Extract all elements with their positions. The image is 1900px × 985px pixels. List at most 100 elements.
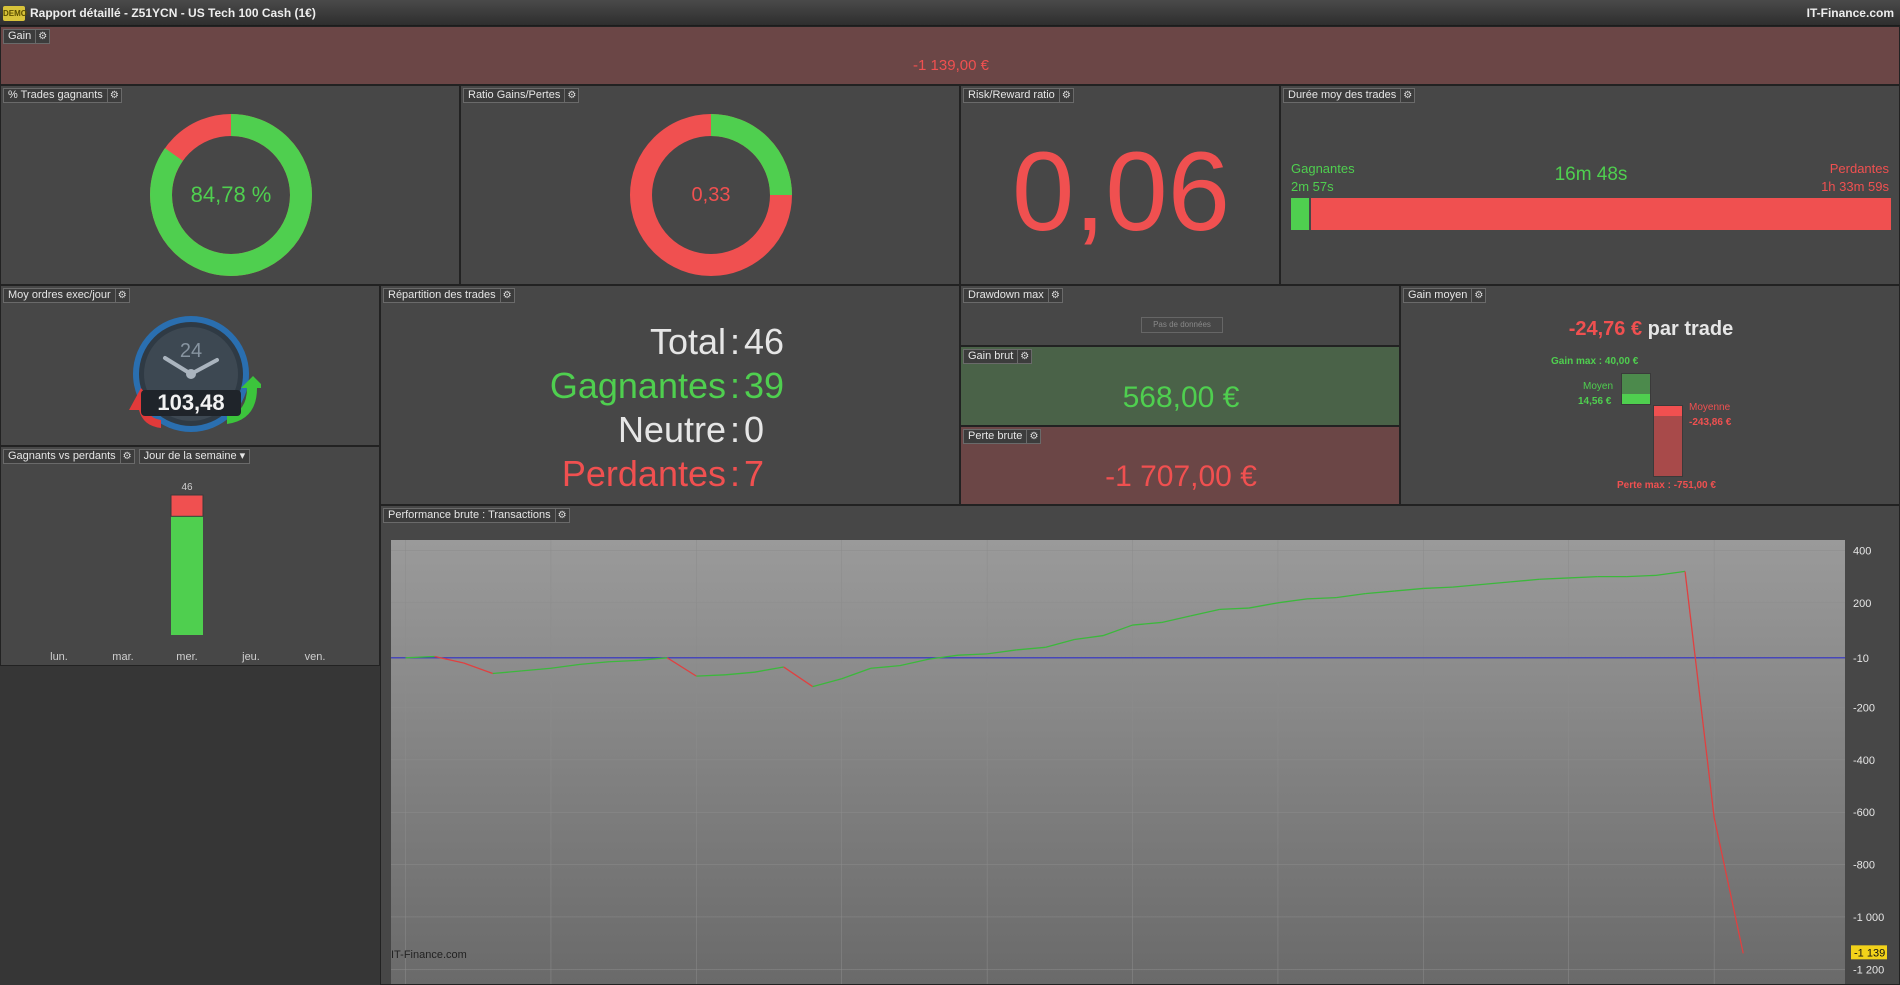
moyenne-label: Moyenne (1689, 402, 1731, 413)
pin-icon[interactable]: ⚙ (115, 288, 130, 303)
line-segment (1306, 596, 1337, 600)
gain-panel: Gain ⚙ -1 139,00 € (0, 26, 1900, 85)
perte-brute-header: Perte brute ⚙ (963, 429, 1042, 444)
risk-header: Risk/Reward ratio ⚙ (963, 88, 1074, 103)
duree-bar (1291, 198, 1891, 230)
pin-icon[interactable]: ⚙ (555, 508, 570, 523)
line-segment (812, 678, 842, 688)
sep: : (729, 321, 740, 362)
repartition-rows: Total : 46 Gagnantes : 39 Neutre : 0 Per… (381, 320, 959, 496)
last-value-label: -1 139 (1854, 947, 1885, 959)
pin-icon[interactable]: ⚙ (1018, 349, 1033, 364)
ratio-donut (630, 114, 792, 276)
duree-title: Durée moy des trades (1283, 88, 1402, 103)
pin-icon[interactable]: ⚙ (1059, 88, 1074, 103)
risk-panel: Risk/Reward ratio ⚙ 0,06 (960, 85, 1280, 285)
line-segment (1481, 581, 1511, 586)
line-segment (1510, 578, 1540, 583)
ratio-header: Ratio Gains/Pertes ⚙ (463, 88, 580, 103)
line-segment (1423, 586, 1453, 590)
clock-icon (129, 316, 261, 432)
line-segment (1190, 608, 1220, 617)
line-segment (405, 655, 435, 659)
pin-icon[interactable]: ⚙ (1472, 288, 1487, 303)
line-segment (1277, 598, 1308, 604)
gvp-header: Gagnants vs perdants ⚙ Jour de la semain… (3, 449, 251, 464)
y-tick-label: -200 (1853, 703, 1875, 715)
perte-brute-title: Perte brute (963, 429, 1028, 444)
neutral-label: Neutre (617, 409, 726, 450)
line-segment (1219, 607, 1249, 611)
line-segment (521, 667, 551, 672)
pct-trades-donut (150, 114, 312, 276)
pin-icon[interactable]: ⚙ (107, 88, 122, 103)
pin-icon[interactable]: ⚙ (120, 449, 135, 464)
line-segment (754, 666, 784, 673)
pin-icon[interactable]: ⚙ (1027, 429, 1042, 444)
repartition-header: Répartition des trades ⚙ (383, 288, 515, 303)
drawdown-no-data: Pas de données (1141, 317, 1223, 333)
line-segment (1248, 602, 1279, 609)
pct-trades-panel: % Trades gagnants ⚙ 84,78 % (0, 85, 460, 285)
repartition-row-win: Gagnantes : 39 (381, 364, 959, 408)
y-tick-label: -10 (1853, 653, 1869, 665)
line-segment (1568, 575, 1598, 579)
risk-title: Risk/Reward ratio (963, 88, 1060, 103)
perte-max-label: Perte max : -751,00 € (1617, 480, 1716, 491)
duree-header: Durée moy des trades ⚙ (1283, 88, 1416, 103)
gvp-dropdown[interactable]: Jour de la semaine ▾ (138, 449, 251, 464)
y-tick-label: -1 200 (1853, 964, 1884, 976)
y-tick-label: 200 (1853, 598, 1871, 610)
ratio-panel: Ratio Gains/Pertes ⚙ 0,33 (460, 85, 960, 285)
left-bottom-empty (0, 666, 380, 985)
y-tick-label: 400 (1853, 545, 1871, 557)
line-segment (1336, 593, 1366, 599)
gain-moyen-value: -24,76 € (1568, 318, 1643, 340)
perf-panel: Performance brute : Transactions ⚙ 05101… (380, 505, 1900, 985)
y-tick-label: -400 (1853, 755, 1875, 767)
line-segment (1539, 577, 1569, 580)
pin-icon[interactable]: ⚙ (565, 88, 580, 103)
drawdown-panel: Drawdown max ⚙ Pas de données (960, 285, 1400, 346)
line-segment (870, 664, 900, 669)
duree-loss-label: Perdantes (1829, 161, 1889, 176)
line-segment (928, 654, 959, 660)
line-segment (987, 649, 1017, 655)
line-segment (1103, 624, 1133, 637)
perte-brute-value: -1 707,00 € (1105, 460, 1257, 493)
pin-icon[interactable]: ⚙ (1048, 288, 1063, 303)
moyenne-value: -243,86 € (1689, 417, 1732, 428)
perf-title: Performance brute : Transactions (383, 508, 556, 523)
line-segment (492, 670, 522, 675)
gain-value: -1 139,00 € (913, 57, 989, 74)
day-label: mar. (112, 651, 133, 663)
line-segment (1452, 583, 1482, 588)
perte-moyenne-bar (1654, 406, 1682, 416)
pin-icon[interactable]: ⚙ (36, 29, 51, 44)
gain-brut-title: Gain brut (963, 349, 1019, 364)
clock-label: 24 (179, 340, 203, 362)
ordres-header: Moy ordres exec/jour ⚙ (3, 288, 130, 303)
line-segment (609, 659, 639, 663)
y-tick-label: -1 000 (1853, 912, 1884, 924)
loss-label: Perdantes (561, 453, 726, 494)
gvp-dropdown-label: Jour de la semaine (143, 450, 237, 462)
line-segment (1161, 615, 1191, 624)
gain-brut-value: 568,00 € (1122, 381, 1240, 414)
drawdown-header: Drawdown max ⚙ (963, 288, 1063, 303)
gain-moyen-panel: Gain moyen ⚙ -24,76 € par trade Gain max… (1400, 285, 1900, 505)
duree-win-label: Gagnantes (1291, 161, 1355, 176)
pct-trades-header: % Trades gagnants ⚙ (3, 88, 122, 103)
pin-icon[interactable]: ⚙ (1401, 88, 1416, 103)
moyen-value: 14,56 € (1578, 396, 1612, 407)
line-segment (1626, 574, 1657, 578)
loss-value: 7 (744, 453, 765, 494)
line-segment (899, 658, 930, 667)
pct-trades-title: % Trades gagnants (3, 88, 108, 103)
pin-icon[interactable]: ⚙ (500, 288, 515, 303)
line-segment (958, 653, 988, 656)
perte-max-bar (1653, 405, 1683, 477)
gain-brut-header: Gain brut ⚙ (963, 349, 1033, 364)
gain-panel-header: Gain ⚙ (3, 29, 51, 44)
day-label: mer. (176, 651, 197, 663)
